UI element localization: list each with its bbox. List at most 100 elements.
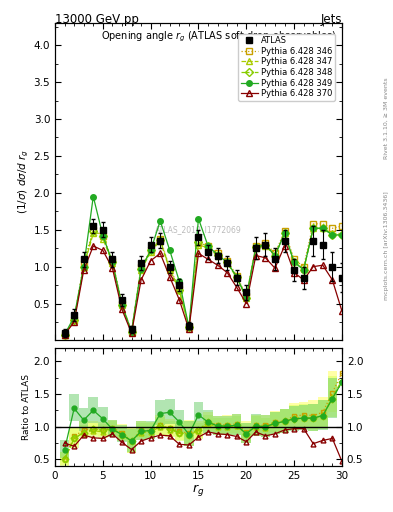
Pythia 6.428 347 xyxy=(158,238,163,244)
Pythia 6.428 349 xyxy=(320,225,325,231)
Pythia 6.428 370 xyxy=(206,256,210,262)
Pythia 6.428 348 xyxy=(263,242,268,248)
Pythia 6.428 347 xyxy=(263,243,268,249)
Y-axis label: Ratio to ATLAS: Ratio to ATLAS xyxy=(22,374,31,440)
Pythia 6.428 346 xyxy=(244,293,249,299)
Pythia 6.428 346 xyxy=(72,317,77,323)
Pythia 6.428 346 xyxy=(311,221,316,227)
Pythia 6.428 370 xyxy=(320,262,325,268)
Pythia 6.428 348 xyxy=(196,239,201,245)
Pythia 6.428 349 xyxy=(139,266,143,272)
Pythia 6.428 349 xyxy=(340,232,344,238)
Pythia 6.428 349 xyxy=(273,252,277,259)
Pythia 6.428 346 xyxy=(273,250,277,257)
Pythia 6.428 348 xyxy=(148,247,153,253)
Pythia 6.428 347 xyxy=(292,259,296,265)
Pythia 6.428 370 xyxy=(148,258,153,264)
Pythia 6.428 348 xyxy=(282,230,287,237)
Pythia 6.428 349 xyxy=(129,329,134,335)
Pythia 6.428 347 xyxy=(101,236,105,242)
Pythia 6.428 346 xyxy=(253,243,258,249)
Pythia 6.428 346 xyxy=(301,264,306,270)
Text: 13000 GeV pp: 13000 GeV pp xyxy=(55,13,139,26)
Pythia 6.428 348 xyxy=(273,252,277,259)
Line: Pythia 6.428 348: Pythia 6.428 348 xyxy=(62,225,345,337)
Pythia 6.428 348 xyxy=(81,264,86,270)
Pythia 6.428 348 xyxy=(253,244,258,250)
Pythia 6.428 346 xyxy=(158,236,163,242)
Pythia 6.428 346 xyxy=(340,223,344,229)
Pythia 6.428 370 xyxy=(81,267,86,273)
Pythia 6.428 346 xyxy=(282,228,287,234)
Pythia 6.428 347 xyxy=(110,260,115,266)
Pythia 6.428 349 xyxy=(148,247,153,253)
Pythia 6.428 346 xyxy=(110,258,115,264)
Pythia 6.428 346 xyxy=(91,227,95,233)
Pythia 6.428 348 xyxy=(320,225,325,231)
Pythia 6.428 349 xyxy=(215,252,220,258)
Pythia 6.428 370 xyxy=(177,297,182,303)
Pythia 6.428 349 xyxy=(225,259,230,265)
Pythia 6.428 346 xyxy=(167,265,172,271)
Pythia 6.428 370 xyxy=(301,277,306,283)
Pythia 6.428 348 xyxy=(225,259,230,265)
Pythia 6.428 347 xyxy=(311,225,316,231)
Pythia 6.428 346 xyxy=(215,250,220,257)
Pythia 6.428 370 xyxy=(263,255,268,261)
Pythia 6.428 346 xyxy=(196,240,201,246)
Pythia 6.428 347 xyxy=(206,245,210,251)
Pythia 6.428 348 xyxy=(110,259,115,265)
Text: Rivet 3.1.10, ≥ 3M events: Rivet 3.1.10, ≥ 3M events xyxy=(384,77,389,159)
Pythia 6.428 347 xyxy=(244,294,249,301)
Line: Pythia 6.428 346: Pythia 6.428 346 xyxy=(62,221,345,337)
Pythia 6.428 370 xyxy=(282,243,287,249)
Pythia 6.428 348 xyxy=(91,228,95,234)
Pythia 6.428 348 xyxy=(301,267,306,273)
Pythia 6.428 348 xyxy=(215,252,220,258)
Pythia 6.428 349 xyxy=(81,264,86,270)
Pythia 6.428 348 xyxy=(167,266,172,272)
Pythia 6.428 349 xyxy=(292,259,296,265)
Pythia 6.428 348 xyxy=(330,232,335,238)
Pythia 6.428 346 xyxy=(62,331,67,337)
Line: Pythia 6.428 370: Pythia 6.428 370 xyxy=(62,243,345,337)
Pythia 6.428 347 xyxy=(139,267,143,273)
Pythia 6.428 349 xyxy=(244,294,249,301)
Pythia 6.428 349 xyxy=(234,274,239,280)
Y-axis label: $(1/\sigma)$ $d\sigma/d$ $r_g$: $(1/\sigma)$ $d\sigma/d$ $r_g$ xyxy=(17,149,31,215)
Pythia 6.428 346 xyxy=(139,264,143,270)
Pythia 6.428 348 xyxy=(158,237,163,243)
Pythia 6.428 349 xyxy=(119,302,124,308)
Pythia 6.428 348 xyxy=(234,274,239,280)
Pythia 6.428 370 xyxy=(234,284,239,290)
Pythia 6.428 349 xyxy=(282,230,287,237)
Pythia 6.428 347 xyxy=(187,324,191,330)
Pythia 6.428 346 xyxy=(330,225,335,231)
Pythia 6.428 346 xyxy=(101,232,105,239)
Legend: ATLAS, Pythia 6.428 346, Pythia 6.428 347, Pythia 6.428 348, Pythia 6.428 349, P: ATLAS, Pythia 6.428 346, Pythia 6.428 34… xyxy=(239,34,335,101)
Pythia 6.428 349 xyxy=(177,279,182,285)
Pythia 6.428 347 xyxy=(215,252,220,259)
Pythia 6.428 346 xyxy=(320,221,325,227)
Pythia 6.428 346 xyxy=(225,258,230,264)
Pythia 6.428 348 xyxy=(206,243,210,249)
Pythia 6.428 349 xyxy=(253,244,258,250)
Pythia 6.428 348 xyxy=(72,317,77,323)
Pythia 6.428 370 xyxy=(196,250,201,257)
Pythia 6.428 346 xyxy=(119,301,124,307)
Pythia 6.428 348 xyxy=(119,302,124,308)
Pythia 6.428 347 xyxy=(340,230,344,237)
Pythia 6.428 347 xyxy=(167,267,172,273)
Pythia 6.428 370 xyxy=(158,250,163,257)
Pythia 6.428 349 xyxy=(101,232,105,239)
Pythia 6.428 370 xyxy=(225,269,230,275)
Pythia 6.428 347 xyxy=(177,287,182,293)
Pythia 6.428 349 xyxy=(187,324,191,330)
Pythia 6.428 370 xyxy=(101,247,105,253)
Pythia 6.428 347 xyxy=(330,230,335,237)
Pythia 6.428 370 xyxy=(330,277,335,283)
Pythia 6.428 370 xyxy=(91,243,95,249)
Text: Opening angle $r_g$ (ATLAS soft-drop observables): Opening angle $r_g$ (ATLAS soft-drop obs… xyxy=(101,29,336,44)
Pythia 6.428 349 xyxy=(72,314,77,320)
Pythia 6.428 348 xyxy=(244,294,249,301)
